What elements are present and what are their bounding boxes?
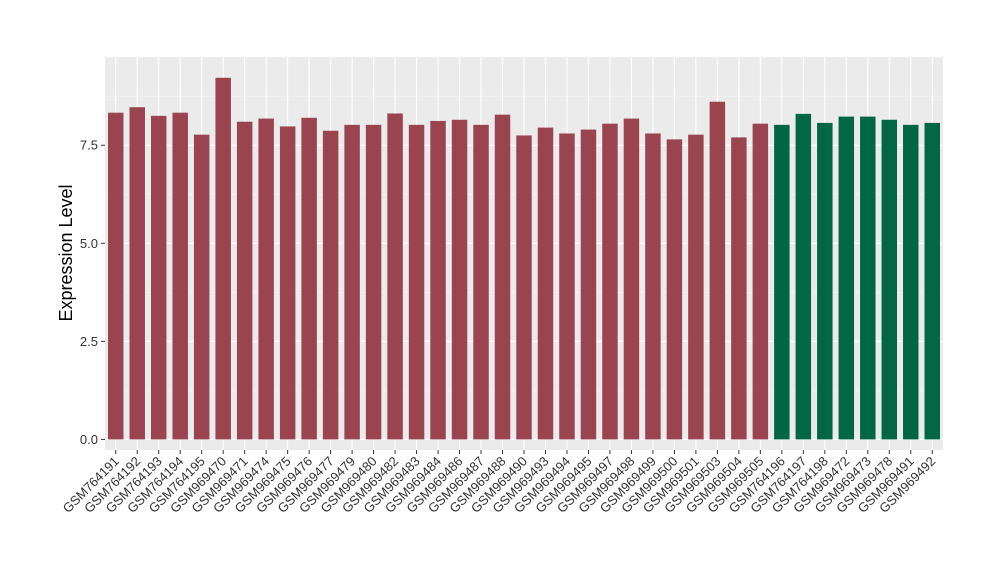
bar-GSM969484 bbox=[430, 120, 446, 440]
bar-GSM969474 bbox=[258, 118, 274, 440]
bar-GSM969497 bbox=[602, 123, 618, 440]
bar-GSM969487 bbox=[473, 124, 489, 440]
bar-GSM764197 bbox=[795, 113, 812, 440]
bar-GSM969479 bbox=[344, 124, 360, 440]
y-tick-label: 7.5 bbox=[80, 138, 98, 153]
bar-GSM969501 bbox=[688, 134, 704, 440]
bar-GSM969491 bbox=[903, 124, 919, 440]
bar-GSM764194 bbox=[172, 112, 188, 440]
bars bbox=[108, 77, 940, 440]
bar-GSM969499 bbox=[645, 133, 661, 440]
bar-GSM969495 bbox=[580, 129, 597, 440]
bar-GSM764191 bbox=[108, 112, 124, 440]
bar-GSM764198 bbox=[817, 122, 833, 440]
y-tick-label: 2.5 bbox=[80, 334, 98, 349]
bar-GSM969504 bbox=[731, 137, 747, 440]
x-axis: GSM764191GSM764192GSM764193GSM764194GSM7… bbox=[60, 450, 938, 516]
y-axis-title: Expression Level bbox=[56, 184, 76, 321]
bar-GSM969500 bbox=[666, 139, 683, 440]
bar-GSM969482 bbox=[387, 113, 403, 440]
bar-GSM764192 bbox=[129, 107, 145, 440]
bar-GSM969505 bbox=[752, 123, 769, 440]
bar-GSM969483 bbox=[408, 124, 425, 440]
bar-GSM969471 bbox=[236, 121, 253, 440]
bar-GSM969486 bbox=[451, 119, 468, 440]
bar-GSM969476 bbox=[301, 117, 317, 440]
bar-GSM969494 bbox=[559, 133, 575, 440]
bar-GSM969477 bbox=[322, 130, 339, 440]
bar-GSM969492 bbox=[924, 122, 940, 440]
bar-GSM969490 bbox=[516, 135, 532, 440]
bar-GSM969488 bbox=[494, 114, 511, 440]
bar-GSM969503 bbox=[709, 101, 726, 440]
bar-GSM969478 bbox=[881, 119, 898, 440]
bar-GSM764195 bbox=[193, 134, 210, 440]
bar-GSM969493 bbox=[537, 127, 554, 440]
bar-GSM969480 bbox=[365, 124, 382, 440]
bar-GSM764196 bbox=[774, 124, 790, 440]
bar-GSM969475 bbox=[279, 126, 296, 440]
y-tick-label: 5.0 bbox=[80, 236, 98, 251]
y-axis: 0.0 2.5 5.0 7.5 bbox=[80, 138, 105, 447]
bar-GSM969470 bbox=[215, 77, 231, 440]
y-tick-label: 0.0 bbox=[80, 432, 98, 447]
bar-GSM969498 bbox=[623, 118, 640, 440]
bar-GSM764193 bbox=[150, 115, 167, 440]
bar-GSM969472 bbox=[838, 116, 855, 440]
bar-GSM969473 bbox=[860, 116, 876, 440]
